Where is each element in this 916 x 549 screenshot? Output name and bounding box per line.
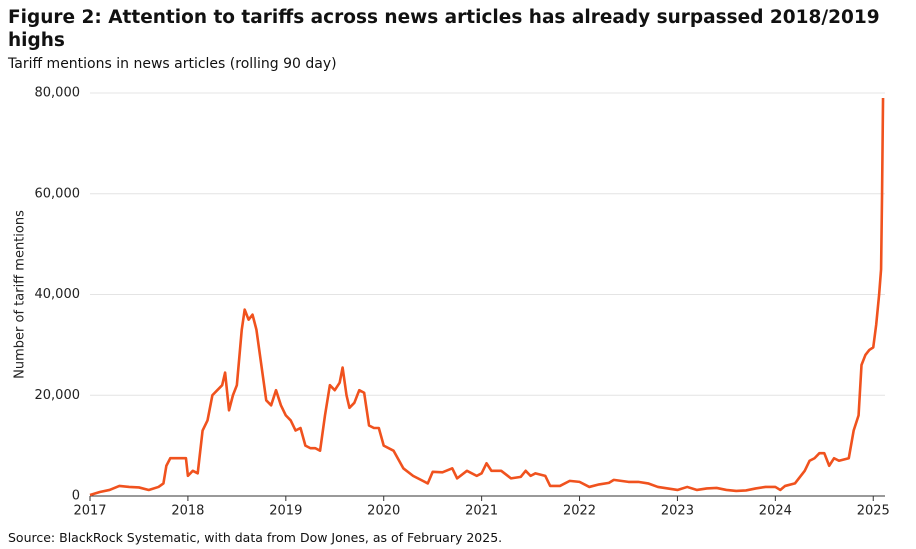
x-tick-label: 2022: [563, 504, 596, 519]
x-tick-label: 2018: [171, 504, 204, 519]
chart-title: Figure 2: Attention to tariffs across ne…: [8, 7, 880, 51]
x-tick-label: 2017: [73, 504, 106, 519]
x-tick-label: 2023: [661, 504, 694, 519]
y-tick-label: 20,000: [35, 388, 81, 403]
x-tick-label: 2024: [759, 504, 792, 519]
y-tick-label: 40,000: [35, 287, 81, 302]
y-tick-label: 80,000: [35, 86, 81, 101]
y-tick-label: 60,000: [35, 186, 81, 201]
x-tick-label: 2021: [465, 504, 498, 519]
y-tick-label: 0: [72, 489, 80, 504]
source-note: Source: BlackRock Systematic, with data …: [8, 530, 503, 545]
data-line: [89, 98, 885, 497]
x-tick-label: 2020: [367, 504, 400, 519]
chart-subtitle: Tariff mentions in news articles (rollin…: [8, 56, 337, 72]
x-tick-label: 2019: [269, 504, 302, 519]
y-axis-label: Number of tariff mentions: [13, 210, 28, 379]
x-tick-label: 2025: [857, 504, 890, 519]
